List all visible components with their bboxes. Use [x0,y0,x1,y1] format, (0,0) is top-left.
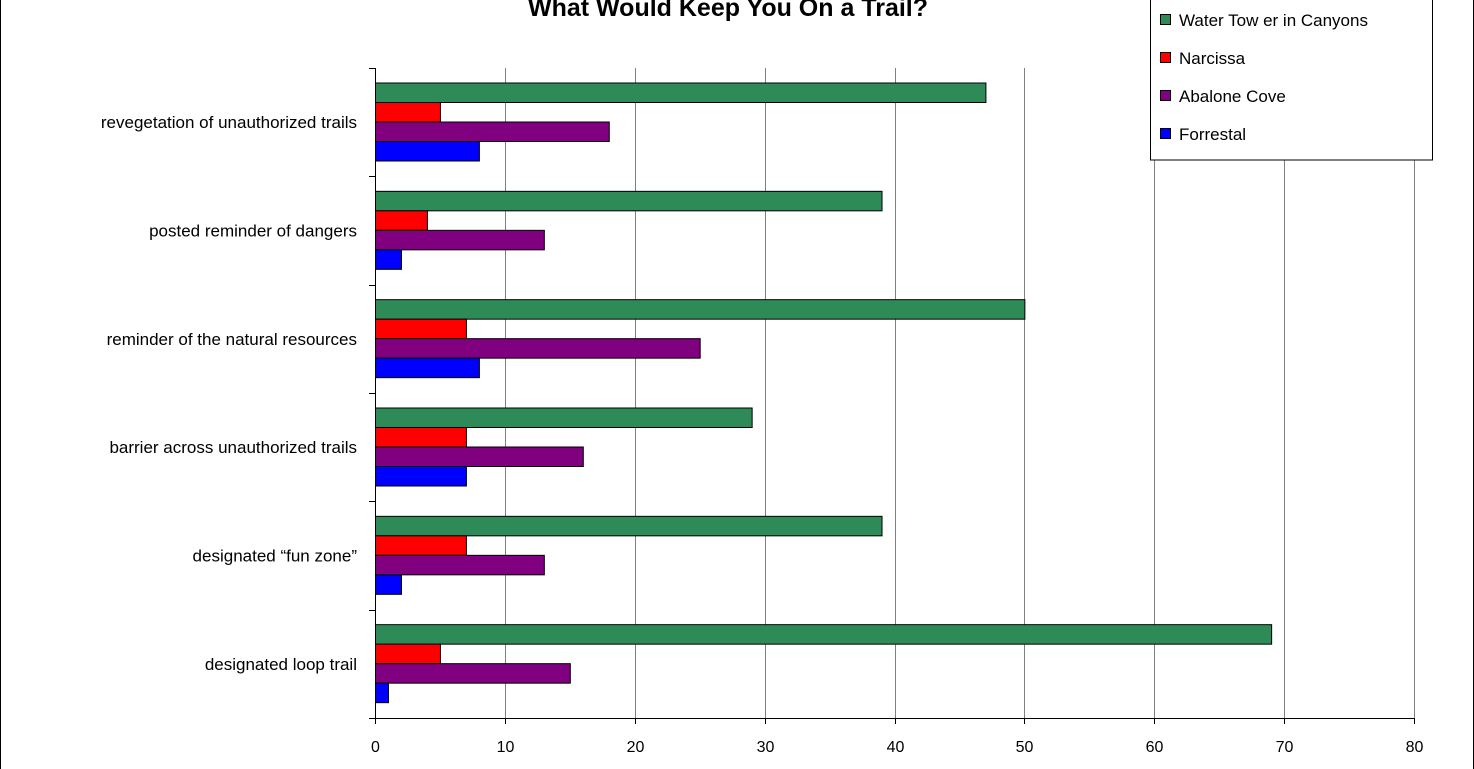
legend-swatch [1160,14,1171,25]
x-tick-label: 0 [371,739,380,756]
bar-forrestal-2 [375,357,480,379]
bar-forrestal-5 [375,682,389,704]
legend: Water Tow er in Canyons Narcissa Abalone C… [1150,0,1433,161]
bar-abalone-cove-3 [375,446,584,467]
gridlines [505,68,1415,718]
x-tick-label: 10 [497,739,515,756]
bar-forrestal-0 [375,141,480,162]
x-tick-label: 80 [1406,739,1424,756]
bar-abalone-cove-0 [375,121,610,142]
bar-abalone-cove-2 [375,338,701,359]
bar-narcissa-0 [375,102,441,123]
bar-water-tow-er-in-canyons-5 [375,624,1273,645]
x-tick-label: 40 [887,739,905,756]
legend-swatch [1160,128,1171,139]
category-label: designated loop trail [205,655,357,674]
bar-narcissa-3 [375,427,467,448]
x-tick-label: 60 [1146,739,1164,756]
x-tick-label: 70 [1276,739,1294,756]
bar-abalone-cove-5 [375,663,571,684]
x-tick-label: 30 [757,739,775,756]
category-label: revegetation of unauthorized trails [101,113,357,132]
legend-swatch [1160,52,1171,63]
bar-water-tow-er-in-canyons-1 [375,190,883,212]
bar-forrestal-4 [375,574,402,595]
bar-forrestal-3 [375,466,467,487]
bars [375,82,1273,704]
legend-label: Abalone Cove [1179,87,1286,106]
bar-forrestal-1 [375,249,402,270]
x-tick-label: 20 [627,739,645,756]
bar-water-tow-er-in-canyons-3 [375,407,753,428]
category-label: barrier across unauthorized trails [109,438,357,457]
legend-label: Water Tow er in Canyons [1179,11,1368,30]
legend-label: Forrestal [1179,125,1246,144]
bar-water-tow-er-in-canyons-4 [375,515,883,537]
category-label: posted reminder of dangers [149,222,357,241]
bar-narcissa-1 [375,210,428,231]
bar-narcissa-4 [375,535,467,556]
chart-title: What Would Keep You On a Trail? [528,0,928,22]
labels: 0 10 20 30 40 50 60 70 80 revegetation of unautho… [101,113,1424,756]
category-label: designated “fun zone” [193,547,358,566]
legend-box [1150,0,1433,161]
bar-narcissa-5 [375,643,441,665]
legend-swatch [1160,90,1171,101]
bar-abalone-cove-4 [375,554,545,576]
legend-label: Narcissa [1179,49,1246,68]
bar-abalone-cove-1 [375,229,545,251]
category-label: reminder of the natural resources [107,330,357,349]
axes [369,68,1415,724]
x-tick-label: 50 [1016,739,1034,756]
bar-water-tow-er-in-canyons-0 [375,82,987,103]
bar-water-tow-er-in-canyons-2 [375,299,1026,320]
bar-narcissa-2 [375,318,467,340]
